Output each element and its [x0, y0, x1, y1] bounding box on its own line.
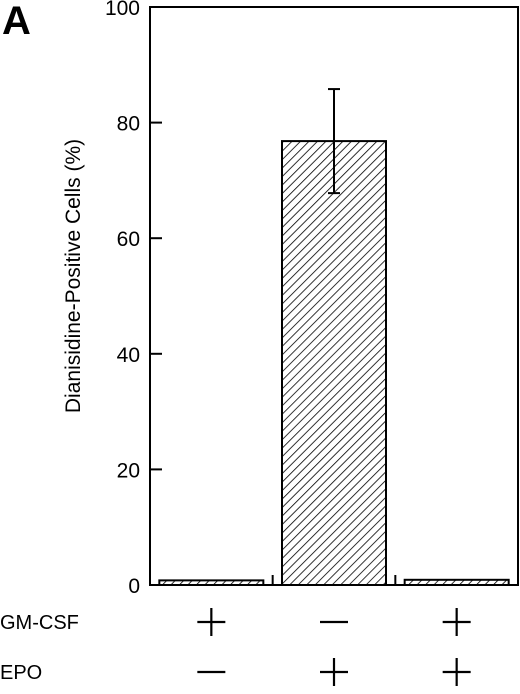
- plus-icon: [442, 608, 471, 636]
- condition-label: GM-CSF: [0, 612, 79, 634]
- condition-table: GM-CSF EPO: [0, 608, 471, 686]
- plus-icon: [442, 658, 471, 686]
- bar: [403, 578, 510, 586]
- y-tick-label: 20: [117, 459, 140, 482]
- condition-label: EPO: [0, 662, 42, 684]
- y-tick-label: 0: [128, 575, 140, 598]
- y-tick-label: 100: [105, 0, 140, 20]
- y-axis: 0 20 40 60 80 100: [105, 0, 162, 598]
- y-axis-title: Dianisidine-Positive Cells (%): [62, 139, 85, 413]
- plus-icon: [197, 608, 226, 636]
- y-tick-label: 80: [117, 113, 140, 136]
- bars-group: [158, 88, 510, 586]
- panel-letter: A: [2, 0, 31, 43]
- y-tick-label: 60: [117, 228, 140, 251]
- plus-icon: [320, 658, 348, 686]
- y-tick-label: 40: [117, 344, 140, 367]
- bar: [281, 140, 387, 586]
- bar: [158, 579, 265, 586]
